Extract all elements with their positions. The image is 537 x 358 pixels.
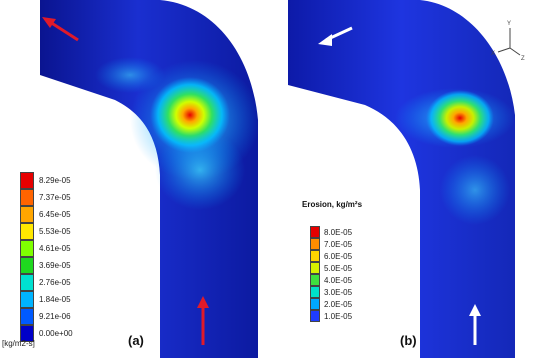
flow-arrow-in-a xyxy=(197,296,209,345)
legend-swatch xyxy=(310,298,320,310)
legend-label: 3.0E-05 xyxy=(324,287,353,297)
axis-z-label: Z xyxy=(521,56,525,62)
axis-triad-icon: Y X Z xyxy=(491,21,525,62)
legend-swatch xyxy=(20,325,34,342)
legend-entry: 5.0E-05 xyxy=(310,262,352,274)
legend-swatch xyxy=(310,286,320,298)
legend-entry: 6.0E-05 xyxy=(310,250,352,262)
legend-entry: 2.0E-05 xyxy=(310,298,352,310)
legend-entry: 1.84e-05 xyxy=(20,291,73,308)
legend-entry: 1.0E-05 xyxy=(310,310,352,322)
legend-swatch xyxy=(20,189,34,206)
legend-label: 6.0E-05 xyxy=(324,251,353,261)
panel-b: Y X Z Erosion, kg/m²s 8.0E-05 7.0E-05 6.0E… xyxy=(270,0,537,358)
legend-b: 8.0E-05 7.0E-05 6.0E-05 5.0E-05 4.0E-05 3.0E-… xyxy=(310,226,352,322)
legend-label: 5.0E-05 xyxy=(324,263,353,273)
legend-swatch xyxy=(310,310,320,322)
legend-swatch xyxy=(310,262,320,274)
legend-label: 4.61e-05 xyxy=(39,244,71,253)
legend-entry: 2.76e-05 xyxy=(20,274,73,291)
legend-swatch xyxy=(310,274,320,286)
legend-label: 2.76e-05 xyxy=(39,278,71,287)
legend-swatch xyxy=(310,238,320,250)
legend-unit-a: [kg/m2-s] xyxy=(2,339,35,348)
erosion-hotspot-b xyxy=(426,90,494,146)
legend-label: 8.0E-05 xyxy=(324,227,353,237)
legend-title-b: Erosion, kg/m²s xyxy=(302,200,363,209)
legend-swatch xyxy=(310,226,320,238)
legend-entry: 0.00e+00 xyxy=(20,325,73,342)
legend-swatch xyxy=(20,257,34,274)
legend-label: 7.0E-05 xyxy=(324,239,353,249)
erosion-region-lower-b xyxy=(440,155,510,225)
erosion-region-lower-a xyxy=(155,130,245,210)
legend-label: 8.29e-05 xyxy=(39,176,71,185)
legend-label: 2.0E-05 xyxy=(324,299,353,309)
pipe-contour-b: Y X Z xyxy=(288,0,525,358)
legend-label: 6.45e-05 xyxy=(39,210,71,219)
legend-label: 5.53e-05 xyxy=(39,227,71,236)
legend-label: 3.69e-05 xyxy=(39,261,71,270)
axis-x-label: X xyxy=(491,51,495,57)
legend-swatch xyxy=(20,206,34,223)
legend-entry: 3.0E-05 xyxy=(310,286,352,298)
legend-entry: 9.21e-06 xyxy=(20,308,73,325)
legend-entry: 6.45e-05 xyxy=(20,206,73,223)
legend-entry: 8.0E-05 xyxy=(310,226,352,238)
axis-y-label: Y xyxy=(507,21,511,27)
legend-a: 8.29e-05 7.37e-05 6.45e-05 5.53e-05 4.61e-05… xyxy=(20,172,73,342)
flow-arrow-out-b xyxy=(318,26,353,46)
legend-swatch xyxy=(20,223,34,240)
panel-label-b: (b) xyxy=(400,333,417,348)
legend-label: 7.37e-05 xyxy=(39,193,71,202)
erosion-region-upper-a xyxy=(95,57,165,93)
legend-entry: 8.29e-05 xyxy=(20,172,73,189)
flow-arrow-out-a xyxy=(42,17,79,42)
legend-entry: 3.69e-05 xyxy=(20,257,73,274)
legend-swatch xyxy=(20,308,34,325)
pipe-contour-a xyxy=(40,0,260,358)
legend-swatch xyxy=(20,240,34,257)
legend-entry: 4.61e-05 xyxy=(20,240,73,257)
legend-entry: 7.37e-05 xyxy=(20,189,73,206)
legend-label: 1.84e-05 xyxy=(39,295,71,304)
panel-label-a: (a) xyxy=(128,333,144,348)
legend-label: 4.0E-05 xyxy=(324,275,353,285)
legend-swatch xyxy=(20,172,34,189)
legend-entry: 7.0E-05 xyxy=(310,238,352,250)
flow-arrow-in-b xyxy=(469,304,481,345)
legend-entry: 5.53e-05 xyxy=(20,223,73,240)
legend-swatch xyxy=(20,291,34,308)
legend-label: 9.21e-06 xyxy=(39,312,71,321)
legend-label: 0.00e+00 xyxy=(39,329,73,338)
legend-swatch xyxy=(20,274,34,291)
panel-a: 8.29e-05 7.37e-05 6.45e-05 5.53e-05 4.61e-05… xyxy=(0,0,268,358)
legend-entry: 4.0E-05 xyxy=(310,274,352,286)
legend-swatch xyxy=(310,250,320,262)
legend-label: 1.0E-05 xyxy=(324,311,353,321)
